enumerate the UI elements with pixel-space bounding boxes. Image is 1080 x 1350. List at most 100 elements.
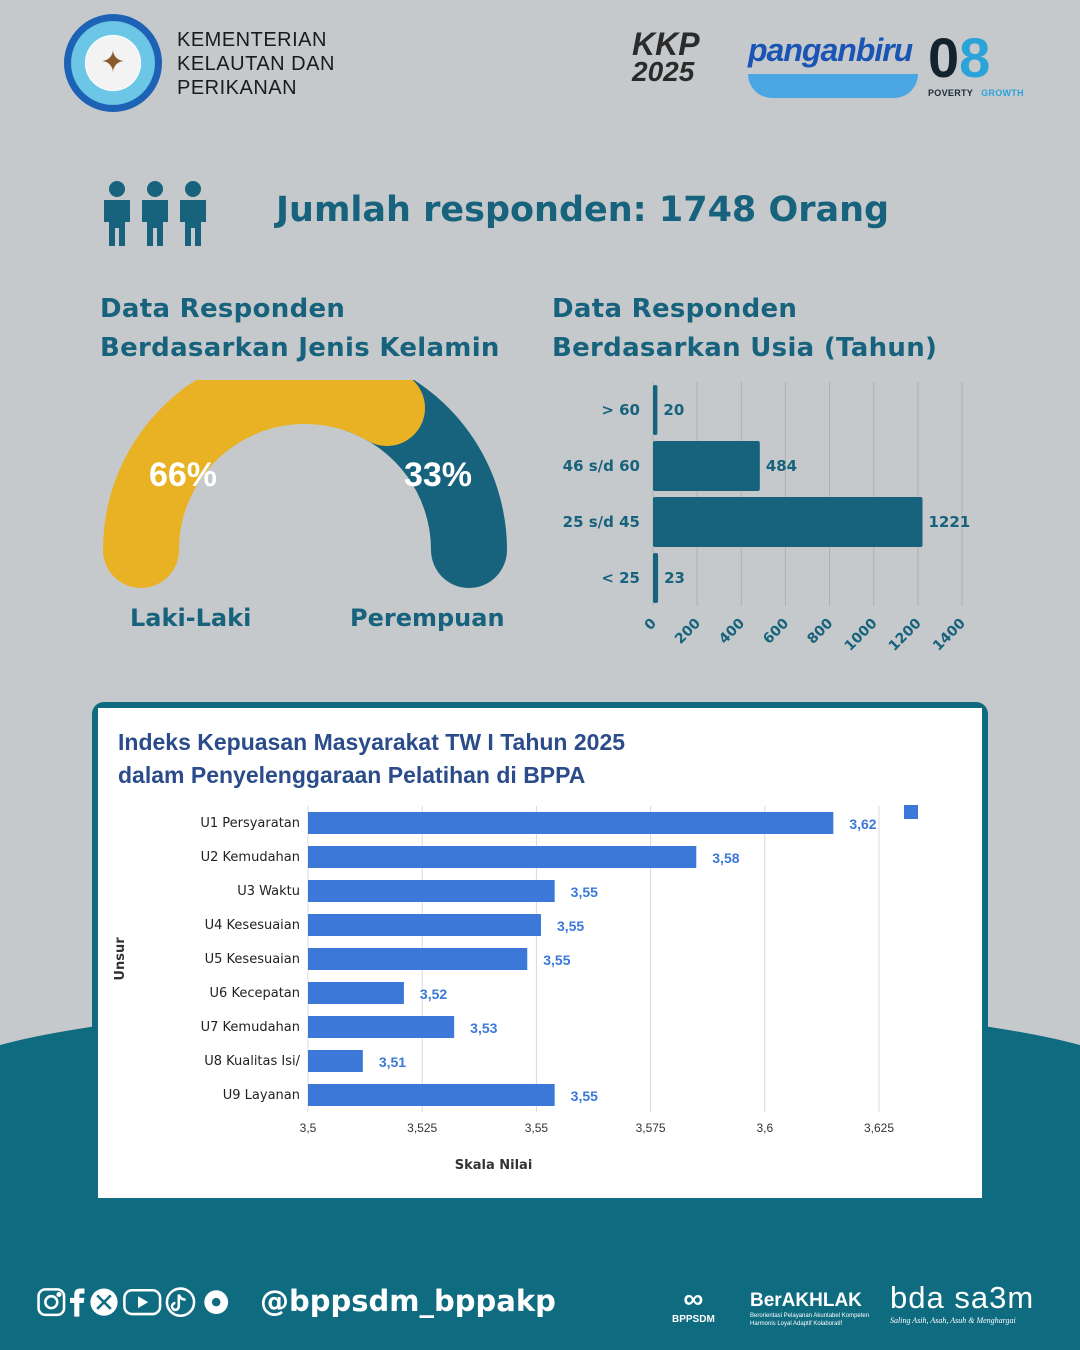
- zero-eight-logo: 08 POVERTY GROWTH: [928, 26, 1024, 99]
- wave-icon: [748, 74, 918, 98]
- org-line-2: KELAUTAN DAN: [177, 53, 335, 75]
- ikm-tick-label: 3,625: [864, 1121, 894, 1135]
- x-icon[interactable]: [90, 1288, 118, 1316]
- ikm-category-label: U5 Kesesuaian: [205, 952, 300, 967]
- age-section-title: Data Responden Berdasarkan Usia (Tahun): [552, 290, 937, 368]
- ikm-data-label: 3,52: [420, 986, 447, 1002]
- ikm-category-label: U9 Layanan: [223, 1088, 300, 1103]
- facebook-icon[interactable]: [70, 1288, 85, 1317]
- age-gridlines: [652, 382, 963, 606]
- age-tick-label: 1200: [886, 615, 925, 654]
- footer: @bppsdm_bppakp ∞ BPPSDM BerAKHLAK Berori…: [0, 1270, 1080, 1340]
- age-bar-chart: 0 200 400 600 800 1000 1200 1400 > 60 20 46 s/d 60…: [563, 382, 970, 654]
- ikm-title: Indeks Kepuasan Masyarakat TW I Tahun 20…: [118, 726, 625, 792]
- bda-saam-logo: bda sa3m Saling Asih, Asah, Asuh & Mengh…: [890, 1280, 1034, 1325]
- ikm-x-axis-title: Skala Nilai: [455, 1158, 533, 1173]
- gender-title-line-1: Data Responden: [100, 294, 346, 324]
- ikm-tick-label: 3,525: [407, 1121, 437, 1135]
- org-line-3: PERIKANAN: [177, 77, 298, 99]
- ikm-category-label: U8 Kualitas Isi/: [204, 1054, 300, 1069]
- ikm-card: Indeks Kepuasan Masyarakat TW I Tahun 20…: [92, 702, 988, 1204]
- age-tick-label: 600: [760, 615, 792, 647]
- ikm-category-label: U2 Kemudahan: [201, 850, 300, 865]
- bppsdm-text: BPPSDM: [672, 1314, 715, 1325]
- ikm-bar: [308, 948, 528, 970]
- kkp-2025-logo: KKP 2025: [632, 28, 700, 87]
- age-title-line-2: Berdasarkan Usia (Tahun): [552, 333, 938, 363]
- social-handle: @bppsdm_bppakp: [260, 1284, 556, 1318]
- age-category-label: 46 s/d 60: [563, 457, 640, 475]
- berakhlak-tagline: Berorientasi Pelayanan Akuntabel Kompete…: [750, 1313, 870, 1327]
- ikm-data-label: 3,55: [557, 918, 584, 934]
- male-pct-label: 66%: [149, 456, 217, 494]
- ikm-category-label: U1 Persyaratan: [200, 816, 300, 831]
- age-data-label: 1221: [928, 513, 970, 531]
- ikm-title-line-2: dalam Penyelenggaraan Pelatihan di BPPA: [118, 762, 586, 788]
- ikm-tick-label: 3,55: [525, 1121, 549, 1135]
- age-bar: [653, 385, 658, 435]
- bda-text: bda sa3m: [890, 1280, 1035, 1315]
- tiktok-icon[interactable]: [165, 1287, 196, 1318]
- growth-tag: GROWTH: [981, 88, 1024, 98]
- age-category-label: 25 s/d 45: [563, 513, 640, 531]
- garuda-icon: ✦: [86, 36, 140, 90]
- ikm-bar: [308, 880, 555, 902]
- header: ✦ KEMENTERIAN KELAUTAN DAN PERIKANAN KKP…: [0, 0, 1080, 130]
- gender-title-line-2: Berdasarkan Jenis Kelamin: [100, 333, 500, 363]
- ikm-data-label: 3,55: [571, 884, 598, 900]
- ikm-y-axis-title: Unsur: [113, 937, 128, 981]
- bppsdm-logo: ∞ BPPSDM: [672, 1283, 715, 1326]
- gender-gauge-chart: 66% 33%: [103, 380, 507, 588]
- kkp-logo-year: 2025: [632, 56, 695, 87]
- age-data-label: 484: [766, 457, 797, 475]
- bda-tagline: Saling Asih, Asah, Asuh & Menghargai: [890, 1316, 1016, 1325]
- ikm-bar: [308, 982, 404, 1004]
- ikm-category-label: U4 Kesesuaian: [205, 918, 300, 933]
- org-name: KEMENTERIAN KELAUTAN DAN PERIKANAN: [177, 28, 335, 100]
- age-tick-label: 0: [642, 615, 660, 633]
- age-bar: [653, 441, 760, 491]
- threads-icon[interactable]: [204, 1290, 229, 1315]
- ikm-bar: [308, 1016, 455, 1038]
- age-tick-label: 800: [804, 615, 836, 647]
- ikm-data-label: 3,55: [543, 952, 570, 968]
- age-tick-label: 400: [716, 615, 748, 647]
- female-label: Perempuan: [350, 604, 505, 632]
- ikm-bar-chart: 3,5 3,525 3,55 3,575 3,6 3,625 U1 Persyaratan 3…: [113, 805, 918, 1173]
- ikm-bar: [308, 812, 834, 834]
- age-data-label: 23: [664, 569, 685, 587]
- age-tick-label: 1000: [842, 615, 881, 654]
- ikm-data-label: 3,51: [379, 1054, 406, 1070]
- ikm-data-label: 3,53: [470, 1020, 497, 1036]
- ikm-category-label: U6 Kecepatan: [210, 986, 300, 1001]
- age-bar: [653, 497, 923, 547]
- ikm-title-line-1: Indeks Kepuasan Masyarakat TW I Tahun 20…: [118, 729, 626, 755]
- berakhlak-text: BerAKHLAK: [750, 1290, 862, 1311]
- zero-eight-text: 08: [928, 26, 991, 89]
- berakhlak-logo: BerAKHLAK Berorientasi Pelayanan Akuntab…: [750, 1290, 880, 1328]
- age-bar: [653, 553, 659, 603]
- kkp-logo-text: KKP: [632, 26, 700, 62]
- ikm-category-label: U3 Waktu: [237, 884, 300, 899]
- instagram-icon[interactable]: [37, 1288, 66, 1317]
- age-tick-label: 200: [672, 615, 704, 647]
- org-line-1: KEMENTERIAN: [177, 29, 327, 51]
- gauge-arc-male: [103, 380, 425, 588]
- ikm-card-inner: Indeks Kepuasan Masyarakat TW I Tahun 20…: [98, 708, 982, 1198]
- ikm-tick-label: 3,575: [636, 1121, 666, 1135]
- panganbiru-text: panganbiru: [748, 32, 913, 68]
- female-pct-label: 33%: [404, 456, 472, 494]
- youtube-icon[interactable]: [123, 1288, 162, 1316]
- panganbiru-logo: panganbiru: [748, 32, 918, 98]
- ikm-bar: [308, 1084, 555, 1106]
- ikm-bar: [308, 846, 697, 868]
- ikm-bar: [308, 914, 541, 936]
- poverty-tag: POVERTY: [928, 88, 974, 98]
- ikm-data-label: 3,62: [849, 816, 876, 832]
- respondent-count-headline: Jumlah responden: 1748 Orang: [276, 190, 890, 230]
- age-category-label: < 25: [601, 569, 640, 587]
- social-icons: [37, 1287, 229, 1318]
- gender-section-title: Data Responden Berdasarkan Jenis Kelamin: [100, 290, 500, 368]
- infinity-icon: ∞: [683, 1283, 704, 1314]
